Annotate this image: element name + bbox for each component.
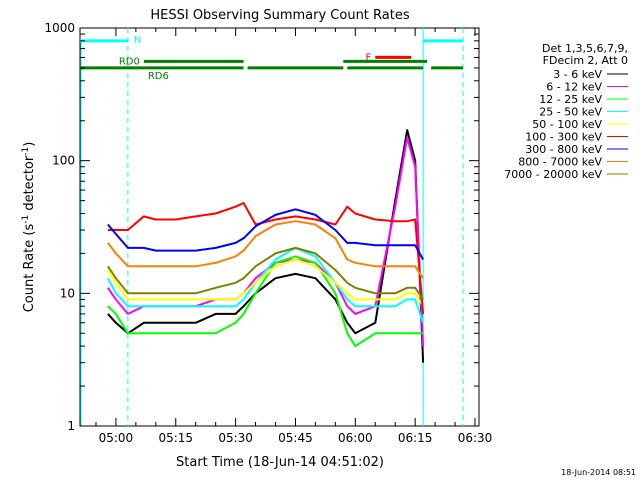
chart-title: HESSI Observing Summary Count Rates <box>150 8 409 23</box>
legend-label-3: 25 - 50 keV <box>539 106 602 119</box>
footer-date: 18-Jun-2014 08:51 <box>561 468 636 477</box>
x-tick-label: 06:15 <box>398 431 433 445</box>
legend-label-5: 100 - 300 keV <box>525 131 602 144</box>
flag-label-rd6: RD6 <box>148 71 169 82</box>
flag-label-f: F <box>365 52 371 63</box>
legend-label-4: 50 - 100 keV <box>532 118 602 131</box>
flag-bars: N F RD0 RD6 <box>80 35 464 82</box>
legend-label-0: 3 - 6 keV <box>553 68 602 81</box>
y-ticks: 1 10 100 1000 <box>44 21 479 433</box>
legend-label-2: 12 - 25 keV <box>539 93 602 106</box>
legend-label-8: 7000 - 20000 keV <box>504 168 602 181</box>
y-tick-label: 1000 <box>44 21 75 35</box>
series-line-2 <box>107 255 424 348</box>
legend: Det 1,3,5,6,7,9, FDecim 2, Att 0 3 - 6 k… <box>504 42 628 181</box>
legend-header-1: Det 1,3,5,6,7,9, <box>542 42 628 55</box>
flag-label-rd0: RD0 <box>119 56 140 67</box>
series-line-0 <box>107 129 425 363</box>
plot-frame <box>79 27 480 427</box>
x-tick-label: 05:45 <box>278 431 313 445</box>
series-line-5 <box>107 202 425 314</box>
series-line-7 <box>107 220 424 279</box>
x-tick-label: 06:00 <box>338 431 373 445</box>
y-tick-label: 100 <box>52 154 75 168</box>
x-ticks: 05:00 05:15 05:30 05:45 06:00 06:15 06:30 <box>95 28 493 445</box>
series-line-4 <box>107 258 424 307</box>
legend-label-6: 300 - 800 keV <box>525 143 602 156</box>
series-line-6 <box>107 208 424 260</box>
legend-label-1: 6 - 12 keV <box>546 81 602 94</box>
y-axis-label: Count Rate (s-1 detector-1) <box>21 142 37 313</box>
x-axis-label: Start Time (18-Jun-14 04:51:02) <box>176 455 384 470</box>
x-tick-label: 06:30 <box>458 431 493 445</box>
y-tick-label: 10 <box>60 286 75 300</box>
flag-label-n: N <box>134 35 141 46</box>
series-lines <box>107 129 425 363</box>
series-line-3 <box>107 246 425 324</box>
x-tick-label: 05:30 <box>218 431 253 445</box>
series-line-8 <box>107 246 424 300</box>
legend-header-2: FDecim 2, Att 0 <box>543 54 628 67</box>
y-tick-label: 1 <box>67 419 75 433</box>
x-tick-label: 05:00 <box>99 431 134 445</box>
legend-label-7: 800 - 7000 keV <box>518 156 602 169</box>
x-tick-label: 05:15 <box>158 431 193 445</box>
